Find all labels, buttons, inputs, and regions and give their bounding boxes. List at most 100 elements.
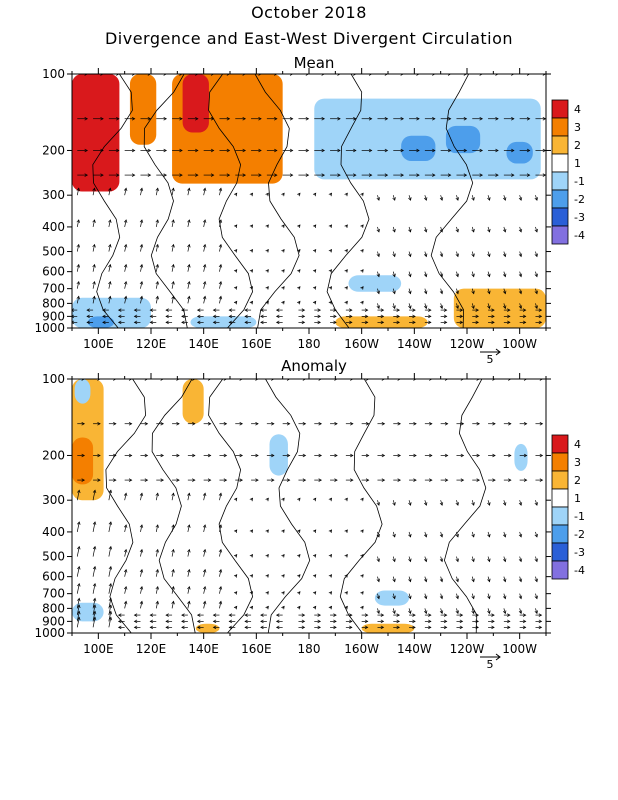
wind-vector-head (242, 173, 246, 177)
wind-vector-head (518, 273, 523, 278)
wind-vector-head (301, 320, 306, 325)
legend-swatch (551, 207, 569, 227)
wind-vector-head (471, 595, 475, 600)
wind-vector (140, 524, 143, 532)
wind-vector-head (511, 148, 515, 153)
wind-vector-head (133, 320, 138, 325)
wind-vector-head (305, 116, 310, 121)
wind-vector-head (368, 173, 373, 177)
wind-vector (440, 251, 443, 257)
wind-vector-head (171, 492, 175, 497)
contour-line (105, 379, 147, 633)
wind-vector-head (149, 625, 154, 630)
wind-vector-head (147, 116, 152, 121)
wind-vector (92, 264, 95, 272)
wind-vector (519, 288, 522, 294)
wind-vector-head (187, 492, 191, 497)
wind-vector (440, 271, 443, 277)
wind-vector (424, 556, 427, 562)
wind-vector-head (344, 605, 348, 610)
wind-vector-head (447, 173, 452, 177)
wind-vector (487, 288, 490, 294)
wind-vector-head (392, 253, 396, 258)
wind-vector-head (249, 574, 254, 578)
wind-vector-head (100, 74, 104, 76)
wind-vector-head (523, 379, 528, 381)
wind-vector-head (249, 605, 254, 610)
wind-vector-head (265, 224, 269, 228)
y-tick-label: 700 (42, 587, 65, 601)
shaded-region (87, 316, 115, 328)
wind-vector (187, 264, 190, 272)
wind-vector-head (408, 290, 412, 295)
wind-vector-head (187, 524, 191, 528)
wind-vector (187, 244, 190, 252)
wind-vector-head (218, 187, 223, 192)
wind-vector (187, 569, 190, 577)
wind-vector-head (196, 613, 201, 617)
wind-vector-head (84, 74, 88, 76)
wind-vector-head (72, 320, 75, 325)
wind-vector-head (400, 173, 404, 177)
wind-vector-head (233, 574, 238, 578)
wind-vector (535, 195, 538, 201)
wind-vector-head (444, 453, 449, 458)
wind-vector (503, 288, 506, 294)
wind-vector-head (353, 173, 357, 177)
wind-vector (535, 251, 538, 257)
wind-vector-head (392, 197, 396, 201)
wind-vector-head (265, 591, 269, 595)
wind-vector (392, 251, 396, 257)
wind-vector (535, 576, 538, 582)
wind-vector-head (518, 558, 523, 563)
wind-vector (456, 303, 459, 309)
wind-vector-head (218, 548, 223, 553)
wind-vector-head (274, 116, 278, 121)
wind-vector-head (487, 228, 491, 233)
wind-vector-head (428, 314, 432, 319)
wind-vector-head (396, 320, 400, 325)
wind-vector-head (344, 192, 348, 197)
wind-vector-head (133, 308, 138, 312)
wind-vector-head (328, 605, 333, 610)
wind-vector (424, 576, 427, 582)
wind-vector-head (171, 280, 175, 285)
wind-vector-head (92, 610, 97, 615)
wind-vector-head (455, 273, 459, 278)
wind-vector-head (260, 314, 264, 319)
wind-vector-head (297, 591, 301, 595)
contour-line (339, 379, 383, 633)
wind-vector-head (317, 320, 321, 325)
wind-vector-head (443, 625, 448, 630)
wind-vector (408, 251, 411, 257)
wind-vector (471, 303, 475, 309)
legend-swatch (551, 153, 569, 173)
wind-vector-head (226, 173, 231, 177)
wind-vector-head (218, 295, 223, 300)
wind-vector-head (328, 497, 333, 502)
wind-vector-head (423, 533, 428, 538)
wind-vector (171, 188, 174, 196)
wind-vector (408, 531, 411, 538)
wind-vector-head (344, 269, 348, 273)
wind-vector-head (123, 600, 128, 605)
wind-vector-head (123, 263, 128, 268)
y-tick-label: 600 (42, 265, 65, 279)
wind-vector-head (202, 280, 207, 285)
wind-vector-head (334, 421, 338, 426)
wind-vector-head (487, 197, 491, 201)
wind-vector-head (471, 197, 475, 201)
wind-vector-head (321, 116, 325, 121)
x-tick-label: 100E (83, 642, 114, 656)
wind-vector (171, 549, 174, 557)
legend-swatch (551, 135, 569, 155)
wind-vector (140, 601, 143, 609)
wind-vector-head (392, 273, 396, 278)
wind-vector (392, 271, 396, 277)
wind-vector (503, 500, 506, 506)
wind-vector-head (144, 453, 149, 458)
wind-vector-head (376, 253, 380, 258)
wind-vector (187, 549, 190, 557)
wind-vector-head (202, 263, 207, 268)
wind-vector-head (77, 565, 81, 570)
